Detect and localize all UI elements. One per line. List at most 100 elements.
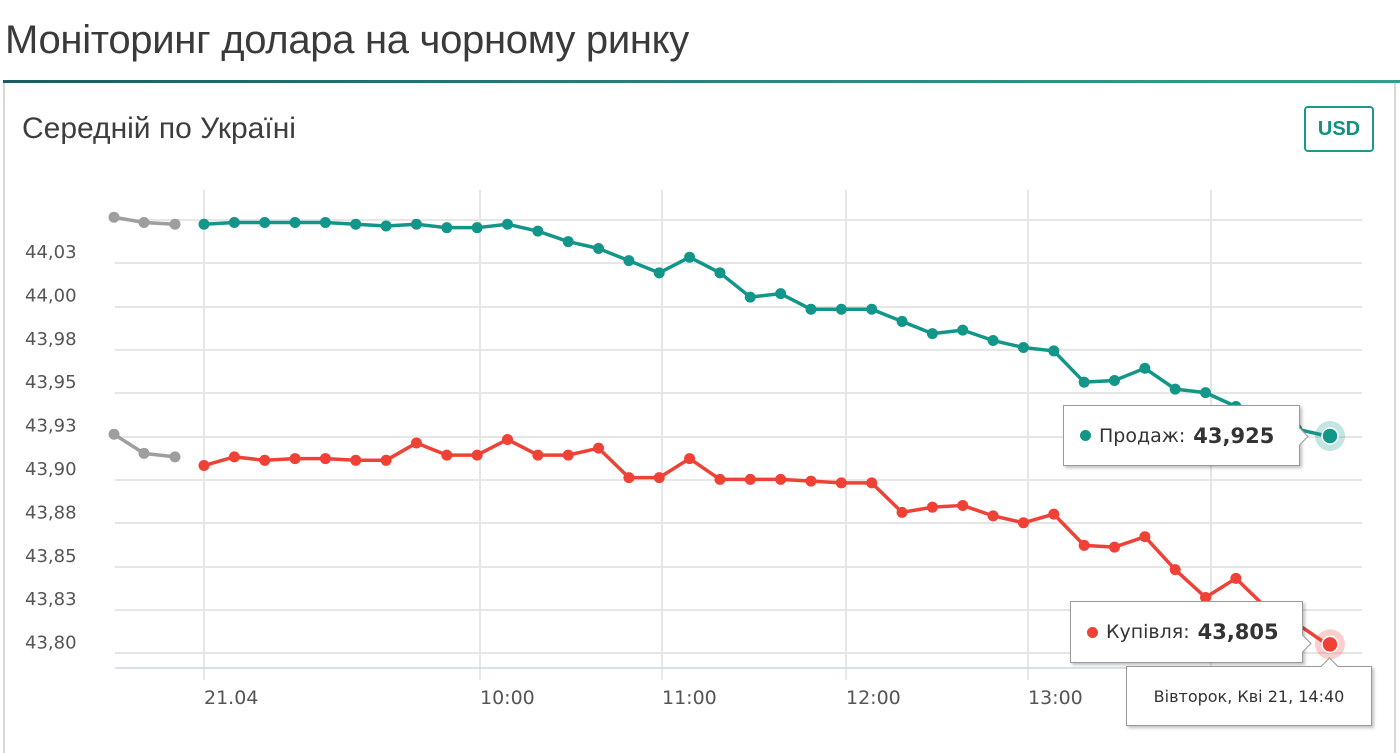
data-point-marker[interactable] xyxy=(623,255,635,267)
data-point-marker[interactable] xyxy=(744,473,756,485)
data-point-marker[interactable] xyxy=(1017,517,1029,529)
data-point-marker[interactable] xyxy=(1139,362,1151,374)
data-point-marker[interactable] xyxy=(169,451,181,463)
sell-tooltip-label: Продаж: xyxy=(1099,424,1186,447)
data-point-marker[interactable] xyxy=(532,225,544,237)
y-tick-label: 43,93 xyxy=(25,416,77,437)
x-tick-label: 13:00 xyxy=(1028,687,1083,709)
data-point-marker[interactable] xyxy=(410,218,422,230)
y-tick-label: 44,00 xyxy=(25,285,77,306)
buy-tooltip-value: 43,805 xyxy=(1197,620,1279,644)
buy-tooltip: Купівля: 43,805 xyxy=(1070,601,1312,663)
data-point-marker[interactable] xyxy=(502,433,513,445)
buy-legend-dot-icon xyxy=(1087,626,1098,638)
data-point-marker[interactable] xyxy=(319,453,331,465)
x-tick-label: 12:00 xyxy=(846,687,901,709)
data-point-marker[interactable] xyxy=(289,216,301,228)
data-point-marker[interactable] xyxy=(198,218,210,230)
data-point-marker[interactable] xyxy=(775,288,787,300)
data-point-marker[interactable] xyxy=(835,303,847,315)
data-point-marker[interactable] xyxy=(775,473,787,485)
data-point-marker[interactable] xyxy=(1321,635,1339,654)
y-tick-label: 43,90 xyxy=(25,459,77,480)
data-point-marker[interactable] xyxy=(259,216,271,228)
data-point-marker[interactable] xyxy=(653,267,665,279)
currency-selector-button[interactable]: USD xyxy=(1304,106,1374,152)
data-point-marker[interactable] xyxy=(896,506,908,518)
data-point-marker[interactable] xyxy=(1017,341,1029,353)
data-point-marker[interactable] xyxy=(441,222,453,234)
page-title: Моніторинг долара на чорному ринку xyxy=(5,18,689,62)
data-point-marker[interactable] xyxy=(138,216,150,228)
data-point-marker[interactable] xyxy=(926,328,938,340)
date-tooltip: Вівторок, Кві 21, 14:40 xyxy=(1126,657,1372,726)
data-point-marker[interactable] xyxy=(1078,376,1090,388)
card-title: Середній по Україні xyxy=(22,112,296,145)
data-point-marker[interactable] xyxy=(1169,383,1181,395)
data-point-marker[interactable] xyxy=(593,243,605,255)
data-point-marker[interactable] xyxy=(1200,591,1212,603)
x-tick-label: 21.04 xyxy=(204,687,258,709)
data-point-marker[interactable] xyxy=(228,451,240,463)
data-point-marker[interactable] xyxy=(1109,541,1120,553)
data-point-marker[interactable] xyxy=(835,477,847,489)
data-point-marker[interactable] xyxy=(957,499,969,511)
sell-tooltip: Продаж: 43,925 xyxy=(1063,405,1309,466)
sell-tooltip-value: 43,925 xyxy=(1193,423,1275,448)
data-point-marker[interactable] xyxy=(198,460,210,472)
buy-tooltip-label: Купівля: xyxy=(1106,621,1190,643)
data-point-marker[interactable] xyxy=(623,472,635,484)
y-tick-label: 43,80 xyxy=(25,633,77,654)
title-divider xyxy=(3,80,1400,83)
data-point-marker[interactable] xyxy=(1078,539,1090,551)
data-point-marker[interactable] xyxy=(138,447,150,459)
data-point-marker[interactable] xyxy=(350,454,362,466)
data-point-marker[interactable] xyxy=(1048,345,1060,357)
data-point-marker[interactable] xyxy=(987,335,999,347)
data-point-marker[interactable] xyxy=(441,449,453,461)
y-tick-label: 43,88 xyxy=(25,502,77,523)
y-tick-label: 44,03 xyxy=(25,242,77,263)
data-point-marker[interactable] xyxy=(350,218,362,230)
data-point-marker[interactable] xyxy=(562,236,574,248)
data-point-marker[interactable] xyxy=(714,267,726,279)
data-point-marker[interactable] xyxy=(593,442,605,454)
data-point-marker[interactable] xyxy=(471,449,483,461)
data-point-marker[interactable] xyxy=(744,291,756,303)
data-point-marker[interactable] xyxy=(957,324,969,336)
data-point-marker[interactable] xyxy=(896,315,908,327)
data-point-marker[interactable] xyxy=(866,303,878,315)
data-point-marker[interactable] xyxy=(532,449,544,461)
data-point-marker[interactable] xyxy=(1200,387,1212,399)
y-tick-label: 43,83 xyxy=(25,589,77,610)
data-point-marker[interactable] xyxy=(684,251,696,263)
data-point-marker[interactable] xyxy=(228,216,240,228)
data-point-marker[interactable] xyxy=(653,472,665,484)
data-point-marker[interactable] xyxy=(319,216,331,228)
data-point-marker[interactable] xyxy=(714,473,726,485)
data-point-marker[interactable] xyxy=(289,453,301,465)
data-point-marker[interactable] xyxy=(259,454,271,466)
data-point-marker[interactable] xyxy=(562,449,574,461)
data-point-marker[interactable] xyxy=(380,220,392,232)
data-point-marker[interactable] xyxy=(1139,531,1151,543)
data-point-marker[interactable] xyxy=(1230,572,1242,584)
data-point-marker[interactable] xyxy=(108,428,120,440)
data-point-marker[interactable] xyxy=(1048,508,1060,520)
data-point-marker[interactable] xyxy=(1321,427,1339,445)
data-point-marker[interactable] xyxy=(866,477,878,489)
data-point-marker[interactable] xyxy=(108,211,120,223)
data-point-marker[interactable] xyxy=(805,475,817,487)
data-point-marker[interactable] xyxy=(380,454,392,466)
data-point-marker[interactable] xyxy=(805,303,817,315)
data-point-marker[interactable] xyxy=(987,510,999,522)
data-point-marker[interactable] xyxy=(471,222,483,234)
data-point-marker[interactable] xyxy=(1109,374,1120,386)
data-point-marker[interactable] xyxy=(502,218,513,230)
data-point-marker[interactable] xyxy=(410,437,422,449)
data-point-marker[interactable] xyxy=(169,218,181,230)
data-point-marker[interactable] xyxy=(926,501,938,513)
data-point-marker[interactable] xyxy=(1169,564,1181,576)
data-point-marker[interactable] xyxy=(684,453,696,465)
